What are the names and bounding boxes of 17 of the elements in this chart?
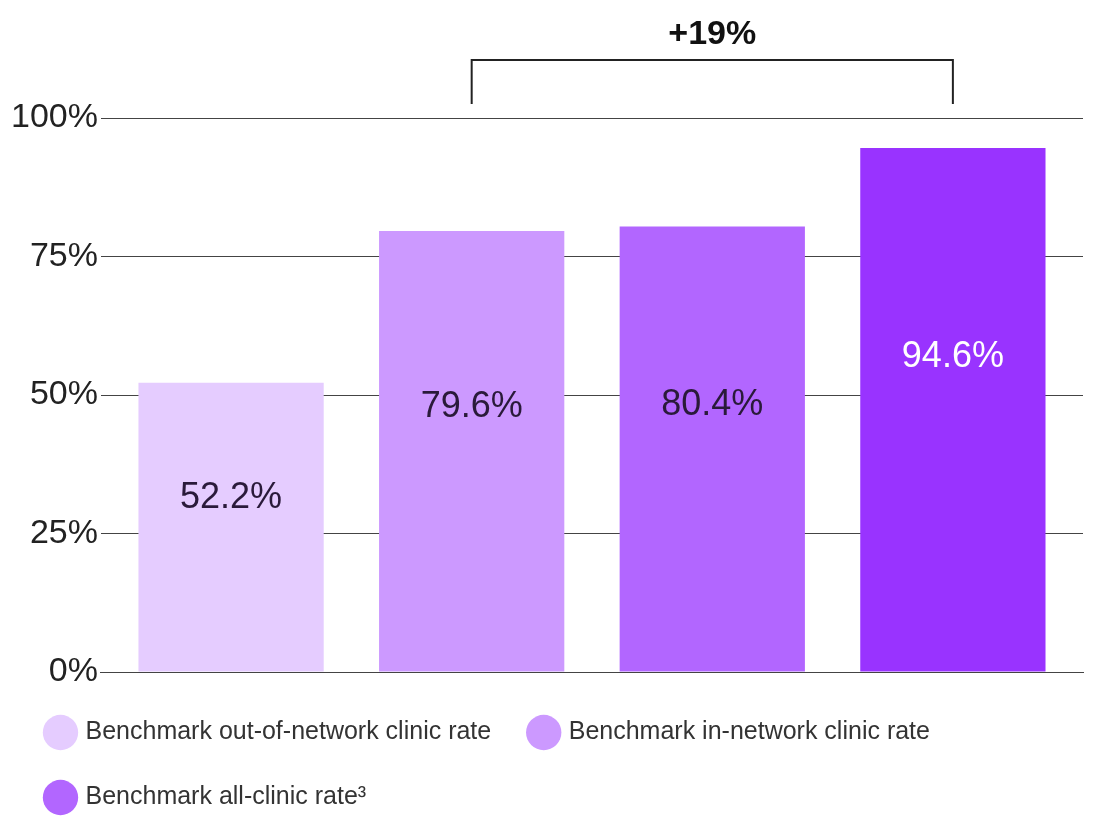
y-tick-label: 25% xyxy=(29,511,98,550)
data-label: 79.6% xyxy=(420,384,523,426)
y-tick-label: 100% xyxy=(10,96,98,135)
bar xyxy=(138,382,324,672)
legend-label: Benchmark all-clinic rate³ xyxy=(85,781,367,810)
text: +19% xyxy=(668,13,757,52)
data-label: 52.2% xyxy=(180,475,283,517)
data-label: 94.6% xyxy=(901,334,1004,376)
y-tick-label: 75% xyxy=(29,234,98,273)
legend-label: Benchmark out-of-network clinic rate xyxy=(85,716,492,745)
bar xyxy=(619,226,805,672)
legend-label: Benchmark in-network clinic rate xyxy=(568,716,930,745)
y-tick-label: 0% xyxy=(48,650,98,689)
bar xyxy=(860,147,1046,672)
data-label: 80.4% xyxy=(661,381,764,423)
bar xyxy=(379,231,565,672)
y-tick-label: 50% xyxy=(29,373,98,412)
